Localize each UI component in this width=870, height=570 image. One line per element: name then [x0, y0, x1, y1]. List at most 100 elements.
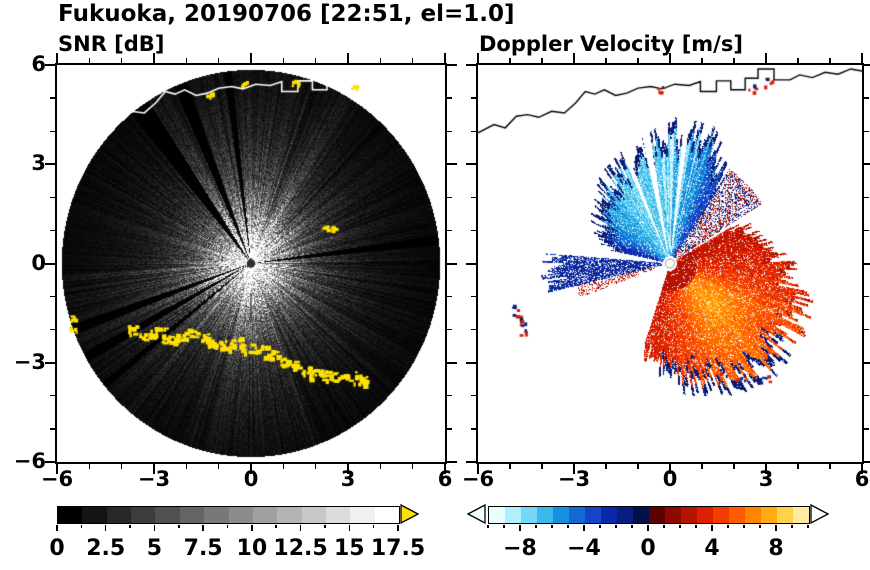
axis-tick — [701, 464, 703, 469]
axis-tick — [447, 428, 452, 430]
colorbar-tick — [275, 525, 277, 528]
colorbar-label: 0 — [49, 536, 65, 561]
axis-tick — [864, 196, 869, 198]
x-tick-label: 0 — [243, 467, 259, 491]
colorbar-tick — [695, 525, 697, 528]
axis-tick — [444, 464, 446, 474]
colorbar-tick — [153, 525, 156, 531]
axis-tick — [829, 58, 831, 63]
axis-tick — [864, 229, 869, 232]
axis-tick — [50, 428, 55, 430]
axis-tick — [315, 58, 317, 63]
axis-tick — [541, 58, 543, 63]
colorbar-tick — [129, 525, 131, 528]
axis-tick — [444, 53, 446, 63]
axis-tick — [471, 229, 476, 232]
colorbar-tick — [663, 525, 665, 528]
axis-tick — [50, 229, 55, 232]
axis-tick — [471, 295, 476, 298]
axis-tick — [861, 464, 863, 474]
colorbar-segment — [521, 507, 537, 523]
axis-tick — [864, 130, 869, 132]
colorbar-segment — [131, 507, 156, 523]
axis-tick — [347, 53, 349, 63]
colorbar-segment — [617, 507, 633, 523]
axis-tick — [45, 461, 55, 463]
x-tick-label: −6 — [40, 467, 74, 491]
colorbar-tick — [348, 525, 351, 531]
axis-tick — [315, 464, 317, 469]
colorbar-label: −4 — [567, 536, 601, 561]
axis-tick — [88, 58, 90, 63]
x-tick-label: −3 — [557, 467, 591, 491]
colorbar-label: 17.5 — [370, 536, 426, 561]
axis-tick — [447, 229, 452, 232]
colorbar-tick — [519, 525, 521, 531]
axis-tick — [466, 461, 476, 463]
colorbar-segment — [204, 507, 229, 523]
y-tick-label: 0 — [31, 250, 46, 275]
doppler-radar-panel — [476, 63, 864, 464]
colorbar-label: 12.5 — [273, 536, 328, 561]
colorbar-tick — [324, 525, 326, 528]
colorbar-tick — [226, 525, 229, 528]
axis-tick — [50, 329, 55, 331]
axis-tick — [765, 53, 767, 63]
axis-tick — [282, 464, 284, 469]
colorbar-tick — [615, 525, 617, 528]
colorbar-segment — [745, 507, 761, 523]
axis-tick — [153, 53, 155, 63]
axis-tick — [447, 130, 452, 132]
colorbar-label: 10 — [236, 536, 268, 561]
colorbar-segment — [793, 507, 809, 523]
x-tick-label: 6 — [437, 467, 453, 491]
axis-tick — [466, 361, 476, 364]
axis-tick — [282, 58, 284, 63]
axis-tick — [447, 295, 452, 298]
colorbar-label: 7.5 — [183, 536, 223, 561]
colorbar-segment — [633, 507, 649, 523]
colorbar-segment — [681, 507, 697, 523]
snr-colorbar — [57, 506, 400, 524]
colorbar-tick — [80, 525, 83, 528]
colorbar-segment — [729, 507, 745, 523]
axis-tick — [447, 64, 457, 66]
axis-tick — [605, 58, 607, 63]
colorbar-arrow-right — [810, 504, 829, 524]
colorbar-segment — [179, 507, 205, 523]
colorbar-tick — [807, 525, 809, 528]
axis-tick — [50, 130, 55, 132]
colorbar-tick — [791, 525, 793, 528]
doppler-colorbar — [488, 506, 810, 524]
axis-tick — [466, 262, 476, 265]
axis-tick — [121, 58, 123, 63]
axis-tick — [56, 464, 58, 474]
axis-tick — [509, 58, 511, 63]
colorbar-tick — [535, 525, 537, 528]
axis-tick — [471, 428, 476, 430]
axis-tick — [797, 58, 799, 63]
axis-tick — [121, 464, 123, 469]
colorbar-tick — [56, 525, 58, 531]
colorbar-segment — [505, 507, 521, 523]
colorbar-segment — [537, 507, 553, 523]
colorbar-segment — [228, 507, 253, 523]
colorbar-segment — [665, 507, 681, 523]
axis-tick — [864, 295, 869, 298]
axis-tick — [447, 97, 452, 99]
axis-tick — [250, 53, 252, 63]
axis-tick — [765, 464, 767, 474]
axis-tick — [864, 461, 870, 463]
colorbar-tick — [251, 525, 253, 531]
axis-tick — [864, 428, 869, 430]
axis-tick — [412, 464, 414, 469]
axis-tick — [471, 329, 476, 331]
axis-tick — [861, 53, 863, 63]
colorbar-tick — [583, 525, 585, 531]
colorbar-segment — [301, 507, 326, 523]
x-tick-label: 0 — [662, 467, 678, 491]
colorbar-tick — [104, 525, 107, 531]
colorbar-tick — [299, 525, 302, 531]
axis-tick — [477, 464, 479, 474]
axis-tick — [466, 64, 476, 66]
